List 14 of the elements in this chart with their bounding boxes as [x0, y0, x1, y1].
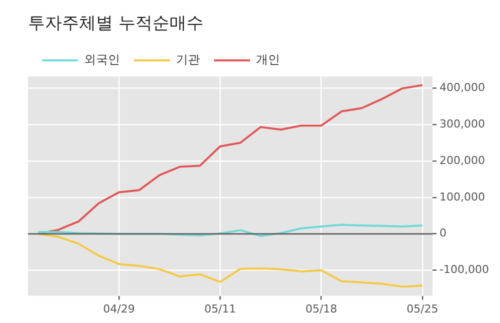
- chart-title: 투자주체별 누적순매수: [28, 14, 204, 34]
- legend-label: 외국인: [84, 52, 120, 67]
- x-tick-label: 04/29: [103, 302, 135, 316]
- x-tick-label: 05/18: [305, 302, 338, 316]
- y-tick-label: 200,000: [440, 154, 486, 167]
- y-tick-label: -100,000: [440, 263, 490, 276]
- y-tick-label: 400,000: [440, 80, 486, 94]
- x-tick-label: 05/25: [406, 302, 438, 316]
- y-tick-label: 0: [440, 226, 447, 240]
- x-tick-label: 05/11: [204, 302, 236, 316]
- legend-label: 기관: [176, 52, 200, 67]
- legend-label: 개인: [256, 52, 280, 67]
- y-tick-label: 300,000: [440, 117, 486, 130]
- y-tick-label: 100,000: [440, 190, 486, 204]
